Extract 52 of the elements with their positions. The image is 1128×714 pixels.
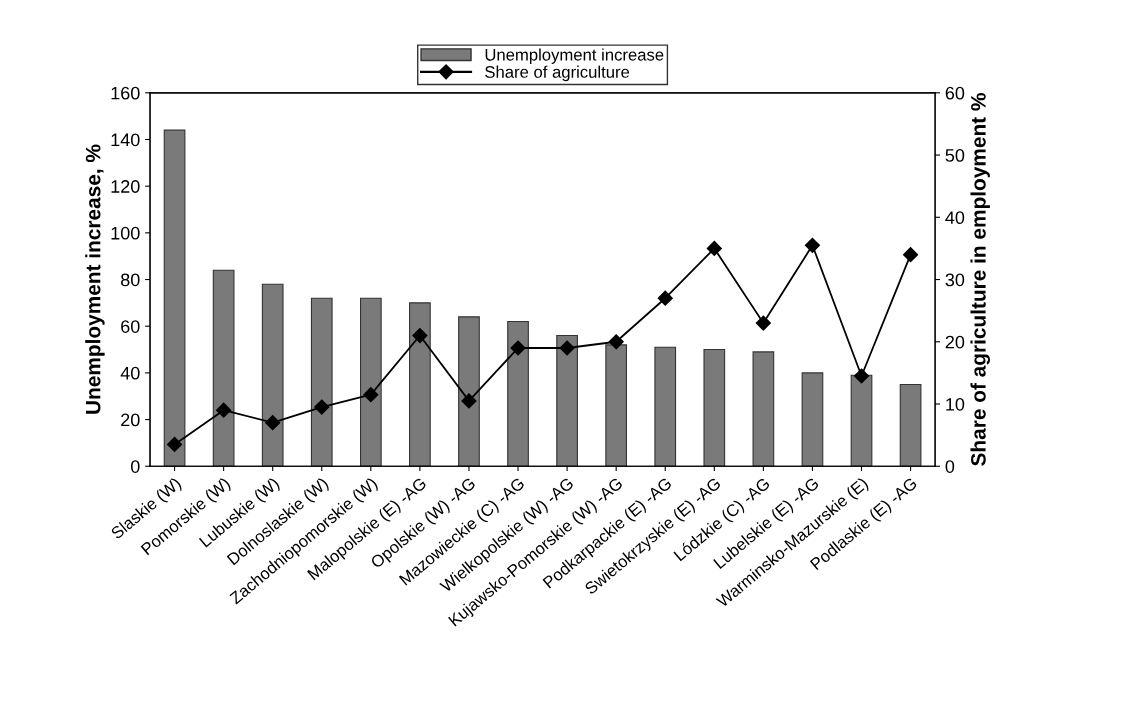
point [216,402,232,418]
bar [409,302,431,467]
y-tick-label: 20 [121,413,140,427]
point [903,247,919,263]
legend-label: Unemployment increase [485,48,664,64]
bar [752,351,775,467]
bar [703,348,726,467]
bar [654,346,677,467]
y2-tick-label: 0 [945,460,955,473]
point [265,415,281,431]
y-tick-label: 100 [111,226,140,240]
y2-tick-label: 50 [945,148,965,162]
y-tick-label: 120 [111,180,140,193]
y2-tick-label: 60 [945,86,965,100]
y-axis-title: Unemployment increase, % [85,144,105,414]
y-tick-label: 40 [120,366,140,380]
y2-tick-label: 30 [945,273,965,287]
bar [212,269,235,467]
bar [850,374,873,467]
bar [458,316,480,467]
bar [556,334,578,467]
y-tick-label: 140 [111,133,140,147]
y-tick-label: 80 [121,273,140,287]
point [559,340,575,356]
bar [605,344,628,467]
bar [163,129,186,467]
point [314,399,330,415]
y-tick-label: 0 [130,460,140,473]
point [166,436,183,453]
point [510,340,526,356]
y-tick-label: 160 [111,86,140,100]
point [706,240,722,256]
y2-tick-label: 20 [945,335,965,349]
y2-tick-label: 40 [945,211,965,225]
bar [261,283,284,467]
point [461,393,477,409]
y2-tick-label: 10 [946,397,965,411]
point [755,315,771,331]
bar [507,320,529,467]
bar [359,297,382,467]
point [363,387,379,403]
y-tick-label: 60 [121,320,140,333]
legend-label: Share of agriculture [485,65,630,82]
bar [899,384,922,467]
point [657,290,673,306]
bar [801,372,824,467]
y2-axis-title: Share of agriculture in employment % [970,93,990,466]
point [804,237,821,253]
point [608,334,624,350]
bar [310,297,333,467]
point [853,368,870,384]
point [412,327,428,344]
